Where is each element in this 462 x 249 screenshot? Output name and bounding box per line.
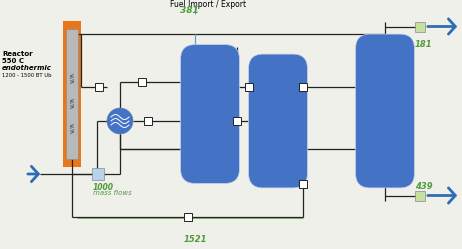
Bar xyxy=(92,168,104,180)
Bar xyxy=(66,29,78,159)
Bar xyxy=(95,83,103,91)
Bar xyxy=(299,83,307,91)
Text: Reactor: Reactor xyxy=(2,51,33,57)
Bar xyxy=(245,83,253,91)
Bar xyxy=(299,180,307,187)
Bar xyxy=(138,78,146,86)
FancyBboxPatch shape xyxy=(249,54,307,188)
Text: 1521: 1521 xyxy=(183,235,207,244)
Text: 1200 - 1500 BT Ub: 1200 - 1500 BT Ub xyxy=(2,73,51,78)
FancyBboxPatch shape xyxy=(181,45,239,184)
Bar xyxy=(233,117,241,125)
Text: 1000: 1000 xyxy=(93,183,114,192)
Text: endothermic: endothermic xyxy=(2,65,52,71)
Bar xyxy=(183,213,192,221)
Bar xyxy=(415,21,425,32)
Text: 381: 381 xyxy=(180,6,199,15)
Text: Fuel Import / Export: Fuel Import / Export xyxy=(170,0,246,9)
Bar xyxy=(63,21,81,167)
Bar xyxy=(415,190,425,200)
Circle shape xyxy=(107,108,133,134)
Text: mass flows: mass flows xyxy=(93,190,132,196)
Text: 181: 181 xyxy=(415,40,432,49)
Text: 550 C: 550 C xyxy=(2,58,24,64)
Bar xyxy=(144,117,152,125)
Text: 439: 439 xyxy=(415,182,432,190)
FancyBboxPatch shape xyxy=(356,34,414,188)
